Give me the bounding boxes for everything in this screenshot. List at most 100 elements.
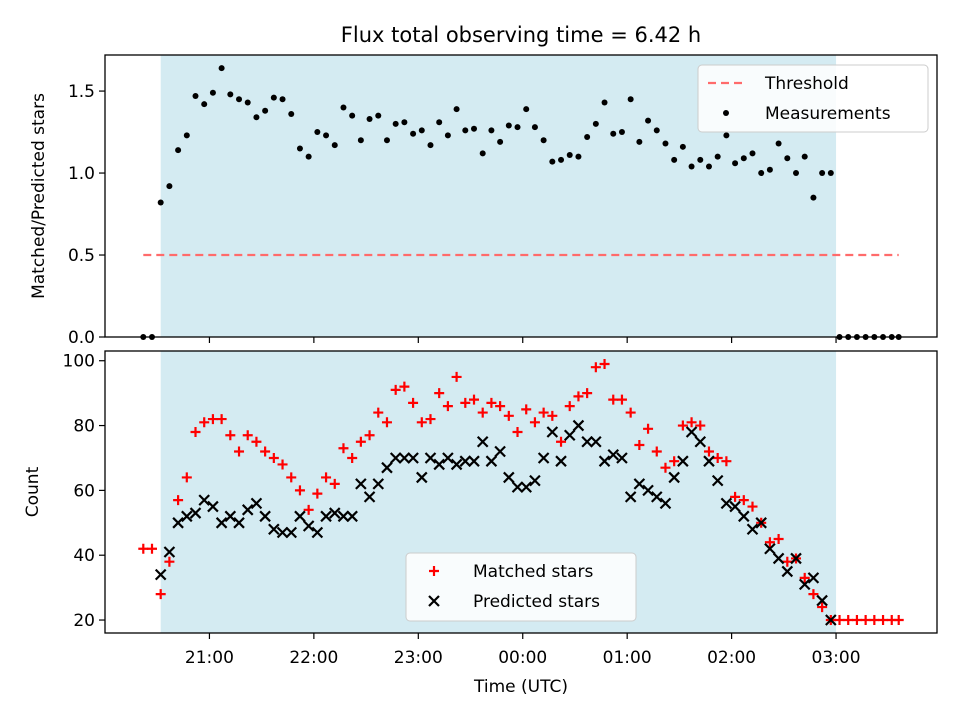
measurement-point	[262, 107, 269, 114]
x-tick-label: 01:00	[603, 648, 652, 668]
predicted-point	[346, 510, 358, 523]
matched-point	[477, 407, 488, 418]
measurement-point	[575, 153, 582, 160]
matched-point	[869, 615, 880, 626]
measurement-point	[514, 124, 521, 131]
predicted-point	[215, 517, 228, 529]
predicted-point	[816, 594, 828, 607]
matched-point	[878, 615, 889, 626]
matched-point	[799, 572, 810, 583]
matched-point	[225, 430, 236, 441]
measurement-point	[584, 133, 591, 140]
y-tick-label: 0.0	[68, 328, 95, 348]
measurement-point	[418, 127, 425, 134]
measurement-point	[618, 129, 625, 136]
matched-point	[416, 417, 427, 428]
predicted-point	[642, 484, 654, 497]
x-tick-label: 00:00	[498, 648, 547, 668]
matched-point	[677, 420, 688, 431]
matched-point	[199, 417, 210, 428]
measurement-point	[471, 125, 478, 132]
measurement-point	[462, 127, 469, 134]
predicted-point	[363, 491, 376, 503]
measurement-point	[497, 138, 504, 145]
matched-point	[730, 491, 741, 502]
predicted-point	[468, 455, 480, 467]
measurement-point	[784, 155, 791, 162]
matched-point	[242, 430, 253, 441]
matched-point	[564, 401, 575, 412]
predicted-point	[241, 504, 254, 516]
matched-point	[460, 397, 471, 408]
predicted-point	[633, 478, 646, 490]
matched-point	[286, 472, 297, 483]
x-tick-label: 21:00	[185, 648, 234, 668]
measurement-point	[810, 194, 817, 201]
predicted-point	[590, 435, 602, 448]
x-tick-label: 23:00	[394, 648, 443, 668]
legend-predicted-swatch	[428, 595, 440, 607]
measurement-point	[349, 112, 356, 119]
measurement-point	[375, 112, 382, 119]
matched-point	[782, 556, 793, 567]
predicted-point	[154, 568, 167, 581]
predicted-point	[372, 478, 385, 490]
matched-point	[764, 537, 775, 548]
predicted-point	[807, 572, 820, 584]
predicted-point	[398, 452, 411, 464]
predicted-point	[738, 510, 750, 523]
matched-point	[451, 371, 462, 382]
measurement-point	[427, 142, 434, 149]
predicted-point	[389, 452, 402, 464]
predicted-point	[355, 478, 367, 490]
matched-point	[538, 407, 549, 418]
measurement-point	[209, 89, 216, 96]
predicted-point	[311, 526, 324, 539]
measurement-point	[227, 91, 234, 98]
matched-point	[843, 615, 854, 626]
measurement-point	[723, 132, 730, 139]
predicted-point	[328, 507, 341, 519]
predicted-point	[764, 542, 776, 555]
measurement-point	[436, 119, 443, 126]
legend-measurement-swatch	[723, 110, 729, 116]
matched-point	[442, 401, 453, 412]
matched-point	[216, 414, 227, 425]
matched-point	[582, 388, 593, 399]
matched-point	[329, 478, 340, 489]
x-axis-label: Time (UTC)	[473, 677, 568, 697]
matched-point	[686, 417, 697, 428]
measurement-point	[253, 114, 260, 121]
y-axis-label: Count	[23, 466, 43, 517]
matched-point	[469, 394, 480, 405]
measurement-point	[714, 153, 721, 160]
matched-point	[547, 410, 558, 421]
predicted-point	[381, 461, 393, 474]
matched-point	[260, 446, 271, 457]
predicted-point	[520, 481, 532, 493]
predicted-point	[694, 435, 707, 448]
predicted-point	[616, 452, 628, 464]
x-tick-label: 03:00	[812, 648, 861, 668]
measurement-point	[505, 122, 512, 129]
y-tick-label: 100	[63, 352, 95, 372]
measurement-point	[392, 120, 399, 127]
y-axis-label: Matched/Predicted stars	[29, 93, 49, 299]
matched-point	[643, 423, 654, 434]
measurement-point	[323, 132, 330, 139]
legend-matched-swatch	[429, 566, 439, 576]
predicted-point	[433, 458, 445, 471]
predicted-point	[503, 471, 515, 484]
matched-point	[634, 440, 645, 450]
matched-point	[851, 615, 862, 626]
predicted-point	[485, 455, 498, 467]
predicted-point	[555, 455, 567, 467]
matched-point	[268, 452, 279, 463]
measurement-point	[166, 183, 173, 190]
matched-point	[155, 589, 166, 600]
matched-point	[521, 404, 532, 415]
predicted-point	[224, 510, 237, 523]
predicted-point	[276, 526, 289, 539]
measurement-point	[827, 170, 834, 177]
